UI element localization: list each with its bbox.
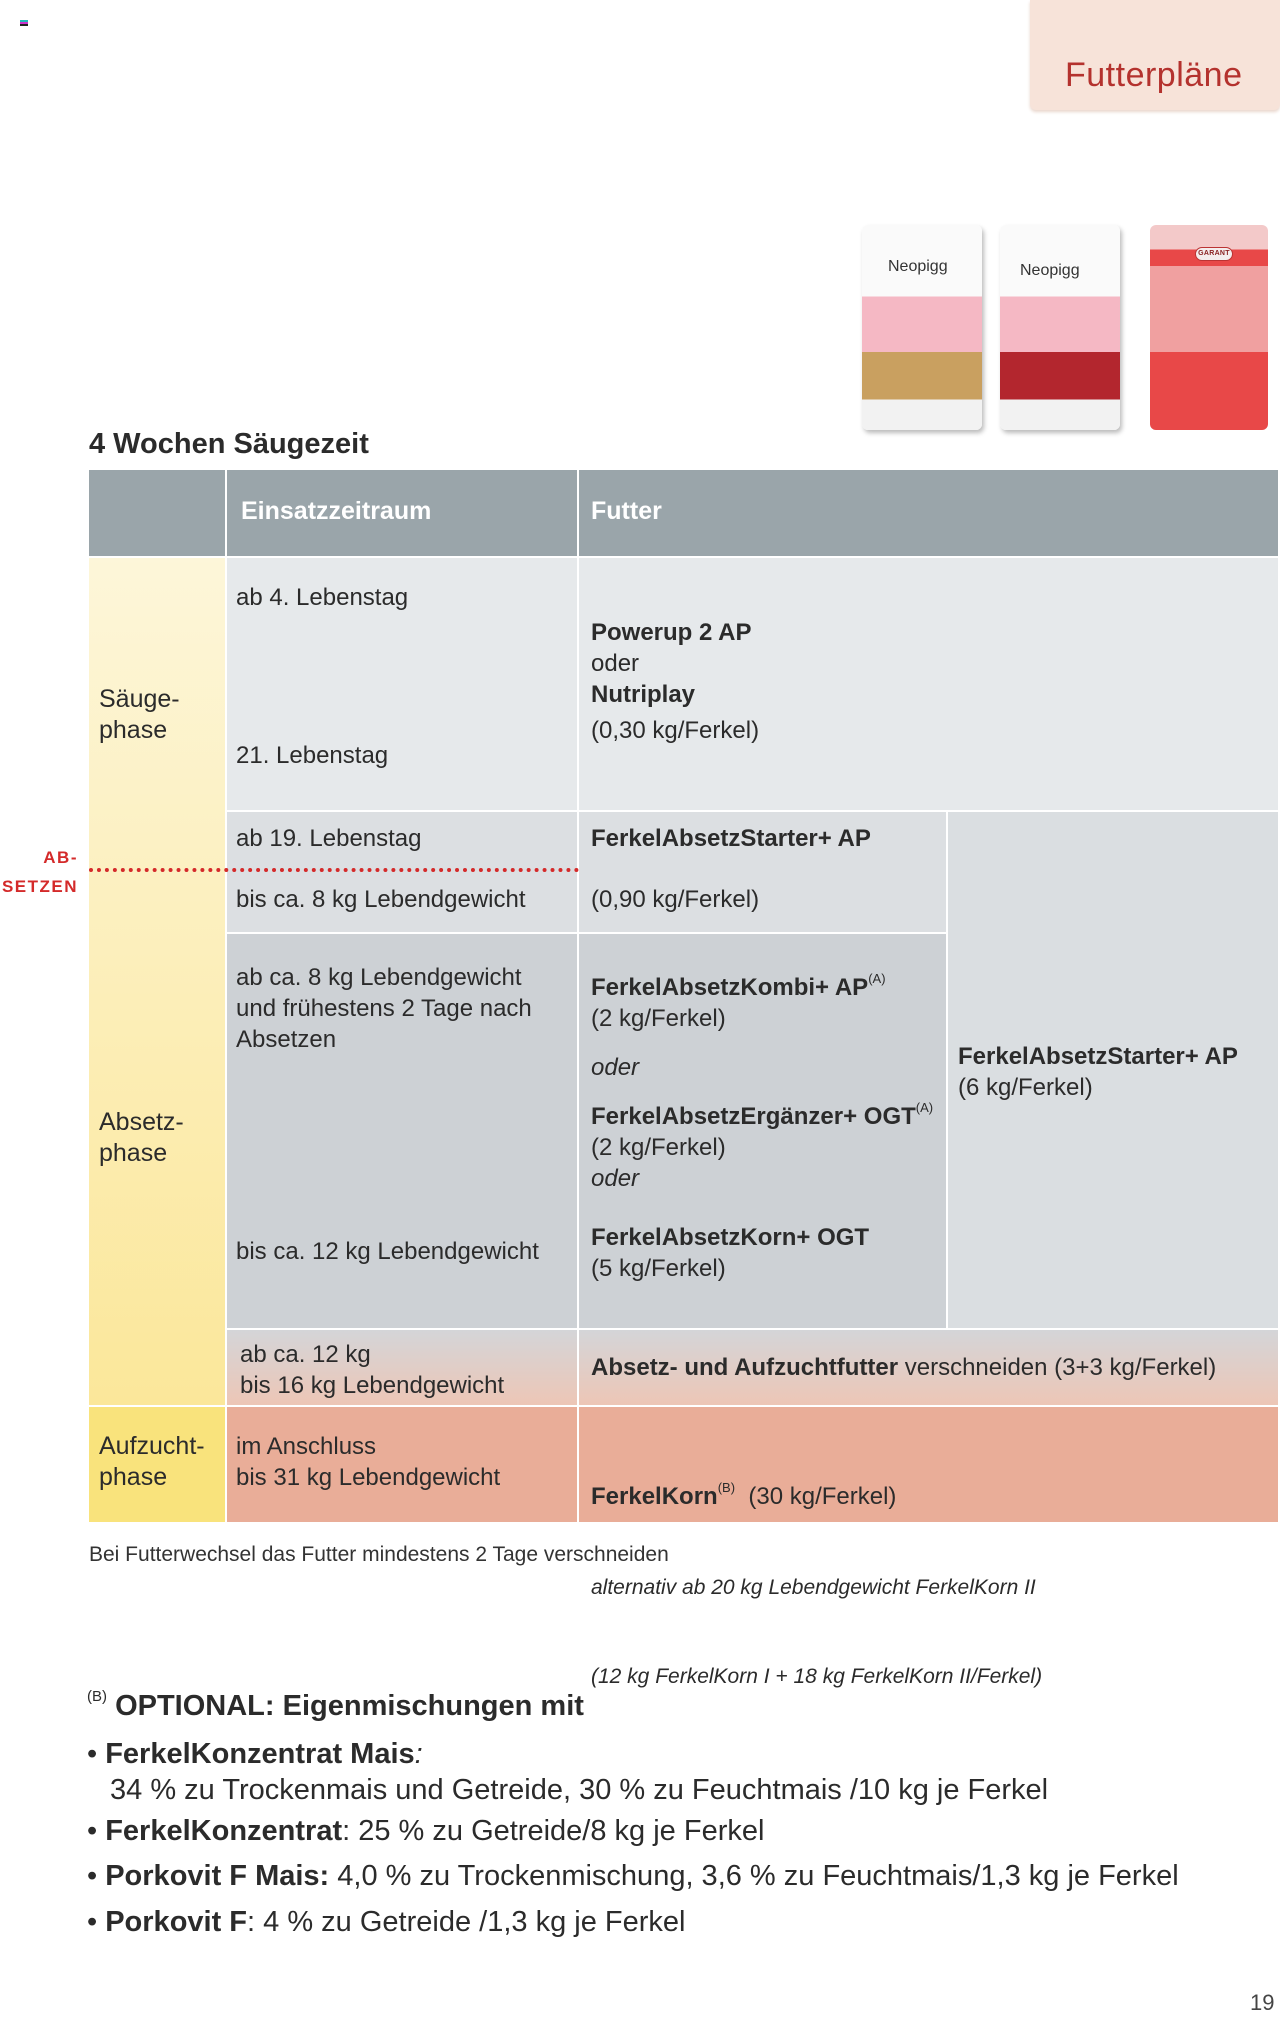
list-item-name: Porkovit F bbox=[105, 1906, 248, 1938]
header-futter: Futter bbox=[579, 470, 1278, 556]
print-color-mark bbox=[20, 20, 28, 26]
list-item-name: FerkelKonzentrat Mais bbox=[105, 1738, 415, 1770]
period-from: ab 4. Lebenstag bbox=[236, 584, 409, 611]
phase-saeuge: Säuge- phase bbox=[99, 685, 180, 744]
feed-amount: (0,90 kg/Ferkel) bbox=[591, 886, 760, 913]
list-item-text: : 25 % zu Getreide/8 kg je Ferkel bbox=[342, 1815, 765, 1847]
list-item-text: 4,0 % zu Trockenmischung, 3,6 % zu Feuch… bbox=[329, 1860, 1179, 1892]
list-item: • Porkovit F Mais: 4,0 % zu Trockenmisch… bbox=[87, 1860, 1179, 1892]
feed-name: FerkelKorn bbox=[591, 1483, 718, 1510]
product-logo-text: Neopigg bbox=[888, 258, 948, 275]
section-tab[interactable]: Futterpläne bbox=[1030, 0, 1280, 110]
list-item-text: : 4 % zu Getreide /1,3 kg je Ferkel bbox=[247, 1906, 686, 1938]
feed-or: oder bbox=[591, 1165, 640, 1192]
optional-heading: (B) OPTIONAL: Eigenmischungen mit bbox=[87, 1688, 584, 1723]
list-item-detail: 34 % zu Trockenmais und Getreide, 30 % z… bbox=[110, 1774, 1049, 1806]
table-footnote: Bei Futterwechsel das Futter mindestens … bbox=[89, 1543, 669, 1566]
aufzucht-period: im Anschluss bis 31 kg Lebendgewicht bbox=[227, 1407, 577, 1522]
product-logo-garant: GARANT bbox=[1195, 247, 1233, 261]
feed-amount: verschneiden (3+3 kg/Ferkel) bbox=[898, 1354, 1217, 1381]
page-number: 19 bbox=[1250, 1990, 1275, 2015]
period-to: 21. Lebenstag bbox=[236, 742, 389, 769]
list-item: • FerkelKonzentrat Mais: 34 % zu Trockenm… bbox=[87, 1738, 1049, 1806]
feed-amount: (2 kg/Ferkel) bbox=[591, 1134, 726, 1161]
feed-name: Nutriplay bbox=[591, 681, 696, 708]
feed-amount: (6 kg/Ferkel) bbox=[958, 1074, 1093, 1101]
list-item-text: : bbox=[414, 1738, 423, 1770]
feed-name: FerkelAbsetzKombi+ AP bbox=[591, 974, 869, 1001]
table-title: 4 Wochen Säugezeit bbox=[89, 428, 369, 460]
list-item: • Porkovit F: 4 % zu Getreide /1,3 kg je… bbox=[87, 1906, 686, 1938]
feed-alternative: alternativ ab 20 kg Lebendgewicht Ferkel… bbox=[591, 1576, 1036, 1599]
product-bag-neopigg-1 bbox=[862, 225, 982, 430]
footnote-marker: (B) bbox=[87, 1688, 107, 1705]
start-feed: FerkelAbsetzStarter+ AP (0,90 kg/Ferkel) bbox=[579, 812, 946, 932]
period-from: ab ca. 8 kg Lebendgewicht und frühestens… bbox=[236, 964, 532, 1053]
period-to: bis ca. 12 kg Lebendgewicht bbox=[236, 1238, 539, 1265]
phase-column bbox=[89, 558, 225, 1405]
product-bag-neopigg-2 bbox=[1000, 225, 1120, 430]
feed-alternative: (12 kg FerkelKorn I + 18 kg FerkelKorn I… bbox=[591, 1665, 1043, 1688]
aufzucht-feed: FerkelKorn(B) (30 kg/Ferkel) alternativ … bbox=[579, 1407, 1278, 1688]
feed-name: FerkelAbsetzStarter+ AP bbox=[591, 825, 871, 852]
mix-feed: Absetz- und Aufzuchtfutter verschneiden … bbox=[579, 1330, 1278, 1405]
product-logo-text: Neopigg bbox=[1020, 262, 1080, 279]
period-from: ab 19. Lebenstag bbox=[236, 825, 422, 852]
feed-amount: (2 kg/Ferkel) bbox=[591, 1005, 726, 1032]
footnote-ref: (A) bbox=[868, 971, 886, 986]
header-einsatzzeitraum: Einsatzzeitraum bbox=[227, 470, 577, 556]
feed-or: oder bbox=[591, 650, 640, 677]
saeuge-period: ab 4. Lebenstag 21. Lebenstag bbox=[227, 558, 577, 810]
feed-name: Absetz- und Aufzuchtfutter bbox=[591, 1354, 899, 1381]
header-phase bbox=[89, 470, 225, 556]
feed-name: FerkelAbsetzKorn+ OGT bbox=[591, 1224, 870, 1251]
footnote-ref: (B) bbox=[717, 1480, 736, 1495]
phase-absetz: Absetz- phase bbox=[99, 1108, 184, 1167]
kombi-period: ab ca. 8 kg Lebendgewicht und frühestens… bbox=[227, 934, 577, 1328]
start-period: ab 19. Lebenstag bis ca. 8 kg Lebendgewi… bbox=[227, 812, 577, 932]
feed-amount: (5 kg/Ferkel) bbox=[591, 1255, 726, 1282]
feed-name: Powerup 2 AP bbox=[591, 619, 752, 646]
kombi-feed: FerkelAbsetzKombi+ AP(A) (2 kg/Ferkel) o… bbox=[579, 934, 946, 1328]
mix-period: ab ca. 12 kg bis 16 kg Lebendgewicht bbox=[227, 1330, 577, 1405]
alternative-feed: FerkelAbsetzStarter+ AP (6 kg/Ferkel) bbox=[948, 812, 1278, 1328]
list-item: • FerkelKonzentrat: 25 % zu Getreide/8 k… bbox=[87, 1815, 765, 1847]
feed-amount: (0,30 kg/Ferkel) bbox=[591, 717, 760, 744]
optional-title: OPTIONAL: Eigenmischungen mit bbox=[115, 1690, 584, 1722]
feed-or: oder bbox=[591, 1054, 640, 1081]
saeuge-feed: Powerup 2 AP oder Nutriplay (0,30 kg/Fer… bbox=[579, 558, 1278, 810]
feed-name: FerkelAbsetzStarter+ AP bbox=[958, 1043, 1238, 1070]
feed-name: FerkelAbsetzErgänzer+ OGT bbox=[591, 1103, 916, 1130]
phase-aufzucht: Aufzucht- phase bbox=[89, 1407, 225, 1522]
period-to: bis ca. 8 kg Lebendgewicht bbox=[236, 886, 526, 913]
weaning-marker: AB- SETZEN bbox=[1, 848, 78, 896]
footnote-ref: (A) bbox=[915, 1100, 934, 1115]
feed-amount: (30 kg/Ferkel) bbox=[735, 1483, 897, 1510]
list-item-name: Porkovit F Mais: bbox=[105, 1860, 330, 1892]
weaning-dotted-line bbox=[89, 868, 579, 872]
list-item-name: FerkelKonzentrat bbox=[105, 1815, 343, 1847]
section-tab-label: Futterpläne bbox=[1065, 56, 1243, 94]
